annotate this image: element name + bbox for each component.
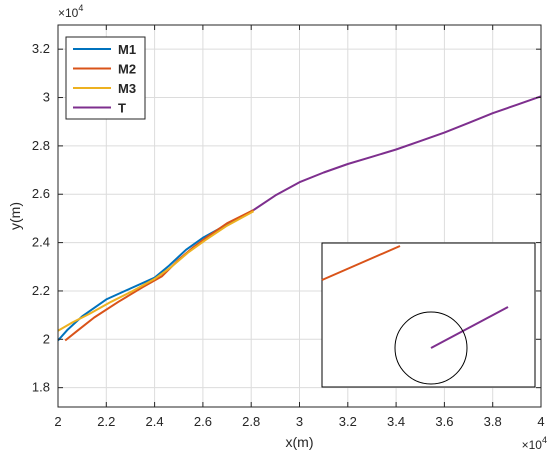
y-tick-label: 2.8 <box>32 138 50 153</box>
axis-ticks: 2 2.2 2.4 2.6 2.8 3 3.2 3.4 3.6 3.8 4 1.8 2 2.2 2.4 2.6… <box>32 25 545 429</box>
x-tick-label: 3 <box>296 414 303 429</box>
x-tick-label: 3.4 <box>387 414 405 429</box>
legend-label-m2: M2 <box>118 62 136 77</box>
series-line-m3 <box>57 210 255 332</box>
series-layer <box>57 95 542 342</box>
y-tick-label: 3 <box>43 90 50 105</box>
x-tick-label: 2.2 <box>97 414 115 429</box>
legend-box <box>65 36 146 120</box>
series-line-t <box>253 95 542 211</box>
y-axis-exponent-label: ×104 <box>58 3 83 20</box>
y-tick-label: 3.2 <box>32 41 50 56</box>
x-tick-label: 3.8 <box>484 414 502 429</box>
y-axis-label: y(m) <box>7 202 23 230</box>
legend-label-m3: M3 <box>118 81 136 96</box>
x-tick-label: 2.8 <box>242 414 260 429</box>
legend-label-t: T <box>118 101 126 116</box>
y-tick-label: 1.8 <box>32 380 50 395</box>
x-tick-label: 2.6 <box>194 414 212 429</box>
inset-line-t <box>430 306 509 349</box>
x-tick-label: 2 <box>54 414 61 429</box>
x-tick-label: 4 <box>537 414 544 429</box>
inset-line-m2 <box>321 245 401 281</box>
legend: M1 M2 M3 T <box>65 36 146 120</box>
legend-label-m1: M1 <box>118 42 136 57</box>
x-axis-exponent-label: ×104 <box>522 435 547 452</box>
inset-circle-marker <box>394 311 468 385</box>
y-tick-label: 2.6 <box>32 186 50 201</box>
y-tick-label: 2.4 <box>32 235 50 250</box>
x-axis-label: x(m) <box>286 434 314 450</box>
series-line-m2 <box>64 209 255 342</box>
x-tick-label: 3.2 <box>339 414 357 429</box>
inset-zoom <box>321 242 536 388</box>
y-tick-label: 2 <box>43 331 50 346</box>
y-tick-label: 2.2 <box>32 283 50 298</box>
inset-border <box>321 242 536 388</box>
x-tick-label: 2.4 <box>146 414 164 429</box>
x-tick-label: 3.6 <box>435 414 453 429</box>
